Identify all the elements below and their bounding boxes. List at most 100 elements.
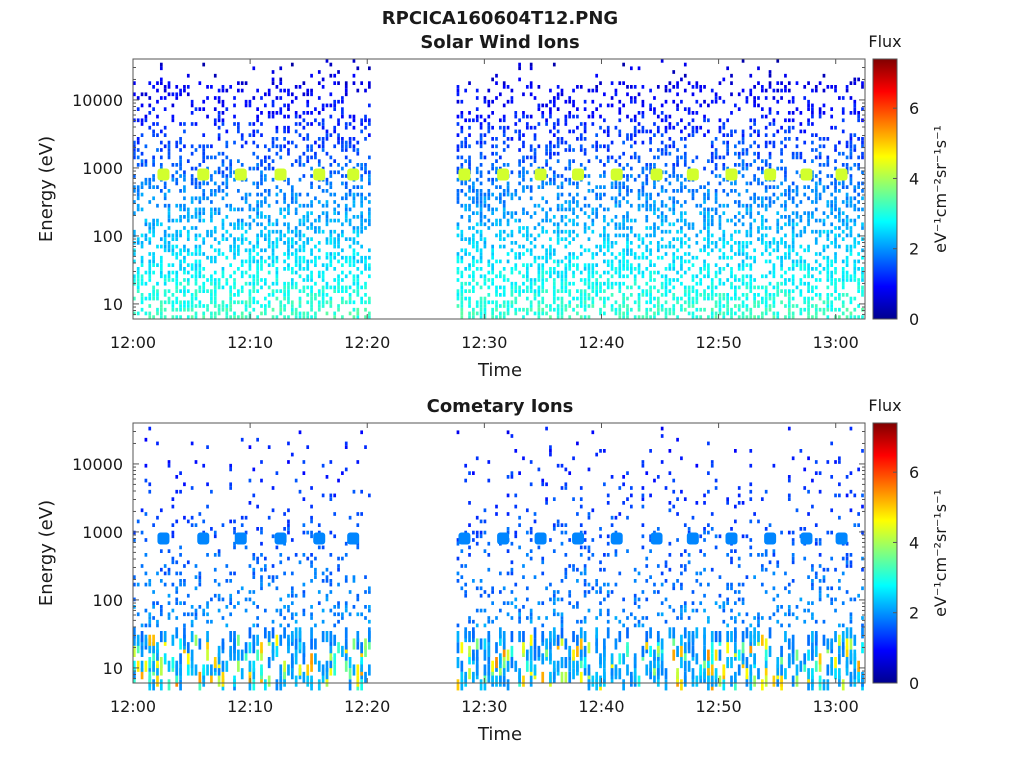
spectrogram-cell (830, 114, 834, 119)
spectrogram-cell (267, 255, 271, 260)
spectrogram-cell (537, 293, 541, 297)
spectrogram-cell (267, 575, 271, 579)
spectrogram-cell (564, 200, 568, 204)
spectrogram-cell (183, 289, 186, 293)
spectrogram-cell (325, 300, 329, 305)
spectrogram-cell (533, 255, 537, 260)
spectrogram-cell (595, 144, 599, 149)
spectrogram-cell (287, 281, 290, 286)
spectrogram-cell (518, 307, 521, 312)
spectrogram-cell (472, 241, 475, 245)
spectrogram-cell (329, 192, 333, 197)
flux-peak (835, 168, 848, 181)
spectrogram-cell (213, 270, 217, 275)
spectrogram-cell (368, 211, 371, 215)
spectrogram-cell (680, 189, 683, 193)
spectrogram-cell (210, 278, 213, 282)
spectrogram-cell (749, 289, 753, 293)
spectrogram-cell (283, 207, 286, 212)
spectrogram-cell (845, 166, 849, 171)
spectrogram-cell (460, 307, 464, 312)
spectrogram-cell (233, 285, 236, 290)
spectrogram-cell (252, 285, 256, 290)
spectrogram-cell (233, 300, 236, 305)
spectrogram-cell (564, 274, 568, 279)
spectrogram-cell (175, 475, 179, 479)
spectrogram-cell (221, 111, 225, 115)
spectrogram-cell (653, 270, 656, 275)
spectrogram-cell (791, 248, 795, 253)
spectrogram-cell (294, 627, 298, 639)
spectrogram-cell (202, 207, 206, 212)
spectrogram-cell (456, 226, 460, 230)
spectrogram-cell (764, 274, 768, 279)
spectrogram-cell (306, 530, 310, 535)
spectrogram-cell (310, 675, 313, 687)
spectrogram-cell (364, 285, 367, 290)
spectrogram-cell (749, 133, 753, 137)
spectrogram-cell (595, 281, 599, 286)
spectrogram-cell (290, 241, 294, 245)
spectrogram-cell (629, 203, 633, 208)
spectrogram-cell (545, 229, 548, 234)
spectrogram-cell (152, 129, 155, 134)
spectrogram-cell (614, 203, 618, 208)
spectrogram-cell (456, 85, 460, 89)
spectrogram-cell (514, 211, 518, 215)
spectrogram-cell (183, 88, 186, 93)
spectrogram-cell (734, 215, 737, 219)
spectrogram-cell (645, 163, 649, 167)
spectrogram-cell (776, 311, 780, 316)
spectrogram-cell (356, 151, 360, 156)
spectrogram-cell (680, 267, 683, 271)
spectrogram-cell (656, 125, 660, 130)
spectrogram-cell (290, 229, 294, 234)
spectrogram-cell (341, 263, 344, 267)
spectrogram-cell (194, 196, 198, 201)
spectrogram-cell (171, 218, 175, 223)
spectrogram-cell (167, 85, 171, 89)
spectrogram-cell (310, 274, 313, 279)
spectrogram-cell (348, 270, 352, 275)
spectrogram-cell (564, 177, 568, 182)
spectrogram-cell (799, 281, 803, 286)
spectrogram-cell (283, 289, 286, 293)
spectrogram-cell (672, 140, 676, 145)
spectrogram-cell (244, 248, 248, 253)
panel-title: Cometary Ions (427, 396, 574, 417)
spectrogram-cell (337, 133, 340, 137)
spectrogram-cell (683, 252, 687, 256)
spectrogram-cell (210, 293, 213, 297)
spectrogram-cell (799, 155, 803, 160)
spectrogram-cell (248, 215, 252, 219)
spectrogram-cell (606, 281, 610, 286)
spectrogram-cell (341, 278, 344, 282)
spectrogram-cell (718, 270, 722, 275)
spectrogram-cell (495, 185, 498, 189)
spectrogram-cell (294, 285, 298, 290)
spectrogram-cell (267, 300, 271, 305)
spectrogram-cell (549, 114, 552, 119)
spectrogram-cell (576, 192, 579, 197)
spectrogram-cell (306, 300, 310, 305)
spectrogram-cell (861, 226, 864, 230)
spectrogram-cell (572, 274, 575, 279)
spectrogram-cell (529, 163, 533, 167)
spectrogram-cell (310, 285, 313, 290)
spectrogram-cell (745, 211, 749, 215)
spectrogram-cell (352, 252, 356, 256)
spectrogram-cell (606, 285, 610, 290)
spectrogram-cell (279, 553, 283, 557)
spectrogram-cell (741, 300, 745, 305)
spectrogram-cell (807, 289, 810, 293)
spectrogram-cell (144, 237, 148, 241)
spectrogram-cell (233, 207, 236, 212)
spectrogram-cell (344, 289, 348, 293)
spectrogram-cell (368, 207, 371, 212)
spectrogram-cell (510, 267, 514, 271)
spectrogram-cell (348, 218, 352, 223)
spectrogram-cell (714, 92, 718, 97)
spectrogram-cell (514, 263, 518, 267)
spectrogram-cell (495, 315, 498, 319)
spectrogram-cell (283, 88, 286, 93)
